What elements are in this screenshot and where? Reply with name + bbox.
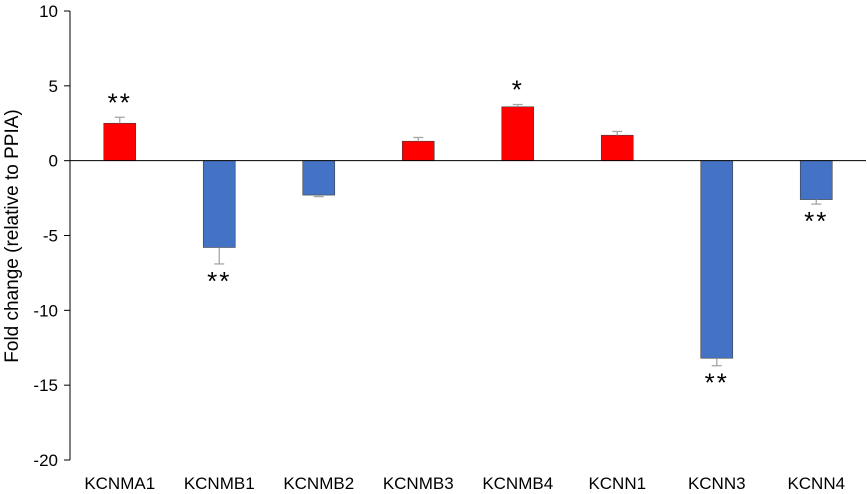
x-tick-label: KCNN4 [787, 474, 845, 493]
x-tick-label: KCNN3 [688, 474, 746, 493]
significance-marker: * [512, 75, 524, 105]
bar [501, 106, 535, 161]
x-tick-label: KCNMB4 [482, 474, 553, 493]
x-tick-label: KCNN1 [588, 474, 646, 493]
bar [799, 160, 833, 200]
y-axis: 10 5 0 -5 -10 -15 -20 [33, 2, 71, 470]
bar [700, 160, 734, 359]
bar [302, 160, 336, 196]
bar [202, 160, 236, 248]
y-tick-label: 10 [39, 2, 58, 21]
x-tick-label: KCNMB3 [383, 474, 454, 493]
bar [600, 134, 634, 161]
significance-marker: ** [804, 206, 828, 236]
bar [401, 140, 435, 161]
y-tick-label: 0 [49, 152, 58, 171]
y-tick-label: -20 [33, 451, 58, 470]
significance-marker: ** [207, 266, 231, 296]
x-tick-label: KCNMB2 [283, 474, 354, 493]
x-tick-label: KCNMA1 [84, 474, 155, 493]
y-tick-label: -15 [33, 376, 58, 395]
y-tick-label: -5 [43, 227, 58, 246]
significance-marker: ** [108, 87, 132, 117]
x-axis: KCNMA1 KCNMB1 KCNMB2 KCNMB3 KCNMB4 KCNN1 KCNN3… [70, 160, 866, 493]
significance-marker: ** [705, 368, 729, 398]
y-tick-label: 5 [49, 77, 58, 96]
x-tick-label: KCNMB1 [184, 474, 255, 493]
y-tick-label: -10 [33, 301, 58, 320]
bar [103, 122, 137, 161]
bars: ********* [103, 75, 833, 398]
y-axis-label: Fold change (relative to PPIA) [2, 109, 23, 362]
